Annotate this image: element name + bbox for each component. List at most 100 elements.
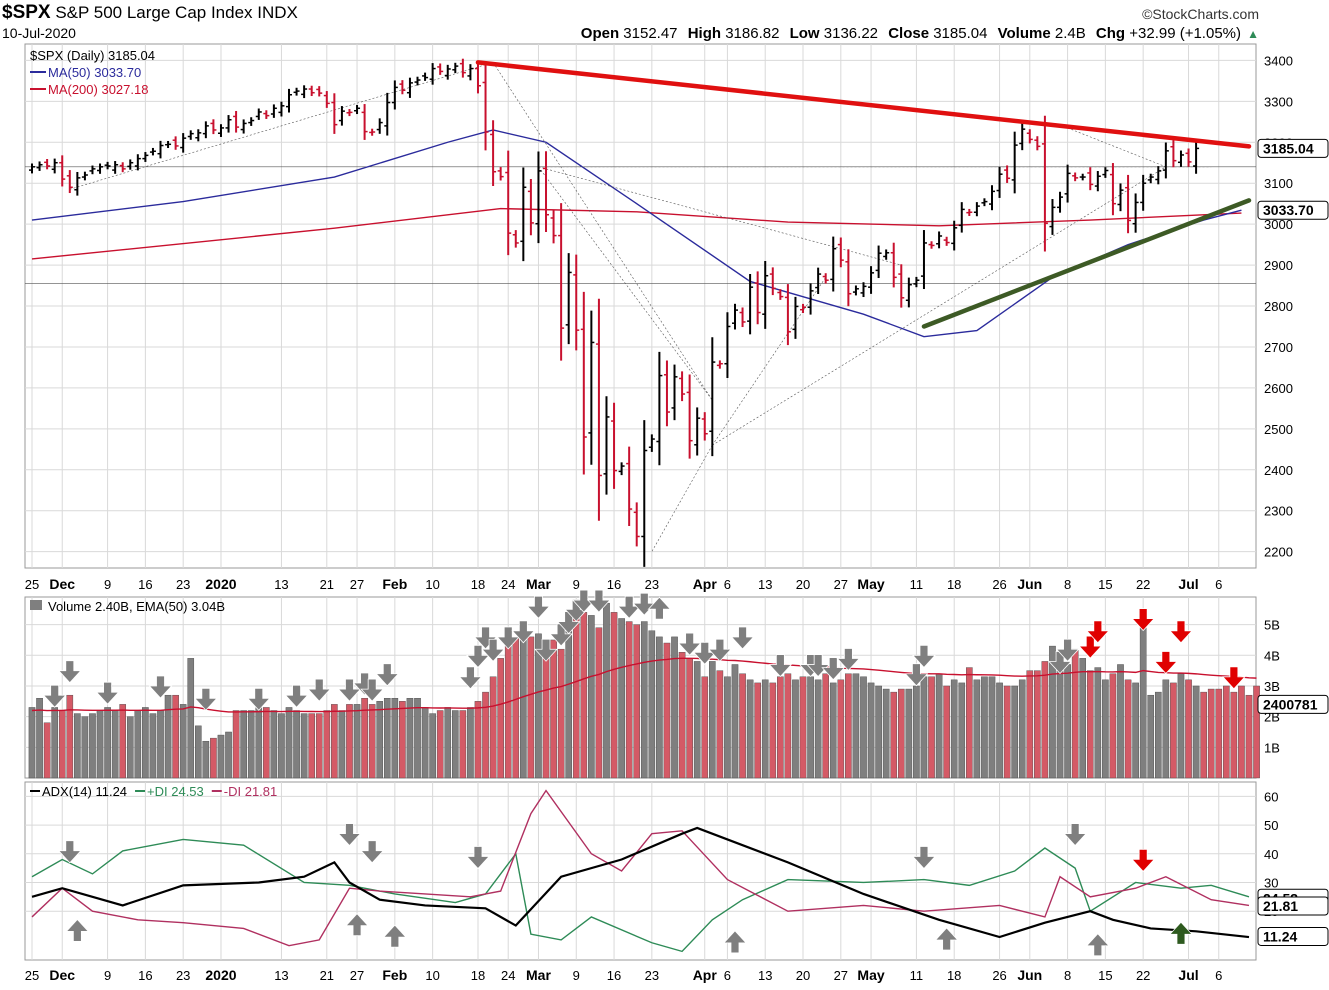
- volume-legend: Volume 2.40B, EMA(50) 3.04B: [48, 599, 225, 614]
- x-tick-label: 9: [104, 577, 111, 592]
- signal-arrow-down-icon: [1169, 620, 1193, 644]
- price-bar: [883, 249, 890, 260]
- brand-label[interactable]: ©StockCharts.com: [1142, 6, 1259, 22]
- dotted-trend-line: [651, 445, 713, 552]
- price-bar: [399, 80, 406, 95]
- volume-bar: [293, 710, 300, 779]
- price-bar: [558, 203, 565, 361]
- volume-bar: [383, 698, 391, 779]
- x-tick-label: Jun: [1017, 576, 1042, 592]
- volume-bar: [436, 710, 444, 779]
- price-bar: [641, 420, 648, 567]
- price-y-tick: 2700: [1264, 340, 1293, 355]
- signal-arrow-down-icon: [496, 626, 521, 650]
- volume-bar: [353, 704, 361, 779]
- volume-bar: [36, 698, 43, 779]
- price-bar: [452, 62, 459, 74]
- volume-bar: [1253, 685, 1260, 779]
- price-bar: [422, 72, 429, 81]
- signal-arrow-down-icon: [307, 678, 332, 702]
- signal-arrow-down-icon: [57, 660, 82, 684]
- price-bar: [784, 284, 791, 346]
- adx-arrow-up-icon: [1169, 921, 1193, 945]
- volume-bar: [134, 710, 142, 779]
- volume-bar: [429, 713, 436, 779]
- volume-bar: [1154, 691, 1162, 779]
- price-bar: [233, 110, 240, 133]
- x-tick-label: Apr: [693, 967, 718, 983]
- volume-bar: [1094, 667, 1102, 779]
- x-tick-label: 15: [1098, 968, 1112, 983]
- price-bar: [800, 303, 807, 314]
- volume-bar: [119, 704, 127, 779]
- volume-value: 2.4B: [1054, 25, 1086, 42]
- adx-arrow-down-icon: [1063, 823, 1088, 847]
- x-tick-label: Dec: [49, 967, 75, 983]
- signal-arrow-down-icon: [617, 595, 642, 619]
- price-bar: [51, 158, 58, 174]
- price-bar: [142, 152, 149, 162]
- price-bar: [663, 360, 670, 427]
- volume-bar: [640, 621, 648, 779]
- volume-bar: [255, 707, 263, 779]
- volume-bar: [1207, 688, 1215, 779]
- adx-arrow-up-icon: [1085, 933, 1110, 957]
- price-bar: [331, 93, 338, 134]
- volume-bar: [1215, 688, 1223, 779]
- volume-bar: [686, 658, 693, 779]
- price-bar: [512, 230, 519, 248]
- x-tick-label: 20: [796, 968, 810, 983]
- x-tick-label: 6: [1215, 577, 1222, 592]
- volume-bar: [142, 707, 149, 779]
- price-bar: [1004, 165, 1011, 183]
- x-tick-label: 27: [834, 968, 848, 983]
- price-bar: [66, 170, 73, 194]
- price-bar: [769, 267, 776, 296]
- volume-bar: [111, 710, 119, 779]
- dotted-trend-line: [538, 166, 713, 401]
- volume-bar: [338, 710, 346, 779]
- volume-bar: [489, 676, 497, 779]
- adx-y-tick: 50: [1264, 818, 1278, 833]
- price-y-tick: 2600: [1264, 381, 1293, 396]
- plus-di-line: [31, 838, 1250, 953]
- volume-legend-icon: [30, 600, 42, 610]
- dotted-trend-line: [712, 277, 826, 446]
- volume-bar: [693, 661, 701, 779]
- x-tick-label: May: [857, 576, 884, 592]
- x-tick-label: 15: [1098, 577, 1112, 592]
- x-tick-label: 2020: [205, 576, 236, 592]
- volume-bar: [172, 694, 179, 779]
- price-bar: [354, 104, 361, 115]
- signal-arrow-down-icon: [768, 654, 793, 678]
- x-tick-label: May: [857, 967, 884, 983]
- adx-arrow-down-icon: [912, 846, 936, 870]
- volume-bar: [663, 642, 671, 779]
- price-bar: [739, 307, 746, 328]
- dotted-trend-line: [1067, 127, 1166, 168]
- price-bar: [520, 167, 527, 262]
- volume-bar: [678, 652, 686, 779]
- signal-arrow-down-icon: [904, 663, 929, 687]
- volume-bar: [459, 710, 467, 779]
- price-bar: [1117, 183, 1124, 212]
- volume-bar: [278, 713, 285, 779]
- price-bar: [724, 312, 731, 378]
- adx-arrow-up-icon: [934, 927, 959, 951]
- volume-ema-line: [31, 657, 1257, 713]
- x-tick-label: Apr: [693, 576, 718, 592]
- signal-arrow-down-icon: [692, 641, 717, 665]
- volume-y-tick: 4B: [1264, 648, 1280, 663]
- volume-tag-box: [1257, 694, 1329, 714]
- ohlc-summary: Open 3152.47 High 3186.82 Low 3136.22 Cl…: [580, 25, 1241, 42]
- signal-arrow-down-icon: [337, 678, 362, 702]
- price-bar: [270, 104, 277, 118]
- price-y-tick: 3100: [1264, 176, 1293, 191]
- volume-bar: [988, 676, 996, 779]
- price-bar: [777, 289, 784, 300]
- signal-arrow-down-icon: [95, 681, 120, 705]
- ma50-legend: MA(50) 3033.70: [48, 65, 141, 80]
- volume-bar: [444, 707, 452, 779]
- x-tick-label: 9: [104, 968, 111, 983]
